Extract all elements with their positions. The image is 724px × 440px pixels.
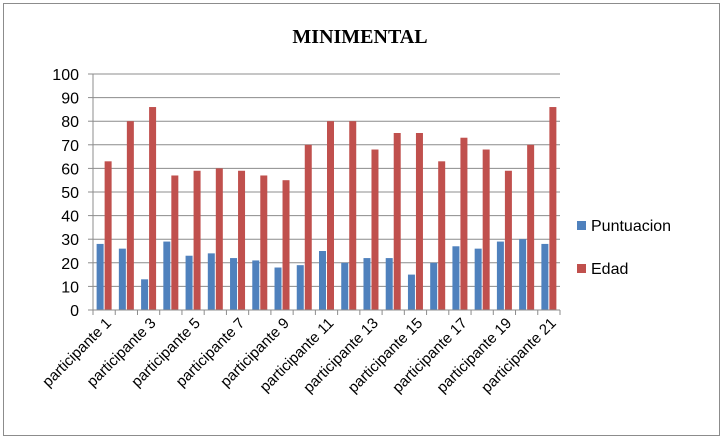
bar-edad-2 bbox=[126, 121, 134, 310]
bar-edad-9 bbox=[282, 180, 290, 310]
bar-edad-7 bbox=[238, 170, 246, 310]
bar-edad-21 bbox=[549, 107, 557, 310]
bar-puntuacion-5 bbox=[185, 255, 193, 310]
y-axis: 0 10 20 30 40 50 60 70 80 90 100 bbox=[52, 67, 94, 320]
y-tick-label: 50 bbox=[61, 185, 79, 202]
bar-edad-1 bbox=[104, 161, 112, 310]
bar-puntuacion-17 bbox=[452, 246, 460, 310]
bar-edad-18 bbox=[482, 149, 490, 310]
y-tick-label: 20 bbox=[61, 256, 79, 273]
bar-puntuacion-21 bbox=[541, 243, 549, 310]
bar-puntuacion-1 bbox=[96, 243, 104, 310]
legend-label-puntuacion: Puntuacion bbox=[591, 218, 671, 235]
bar-puntuacion-3 bbox=[141, 279, 149, 310]
bar-puntuacion-6 bbox=[207, 253, 215, 310]
chart-frame bbox=[3, 3, 720, 436]
bar-edad-20 bbox=[527, 144, 535, 310]
bar-puntuacion-7 bbox=[230, 258, 238, 310]
legend-label-edad: Edad bbox=[591, 261, 628, 278]
bar-edad-16 bbox=[438, 161, 446, 310]
bar-puntuacion-19 bbox=[496, 241, 504, 310]
bar-puntuacion-9 bbox=[274, 267, 282, 310]
y-tick-label: 30 bbox=[61, 232, 79, 249]
y-tick-label: 80 bbox=[61, 114, 79, 131]
bar-edad-17 bbox=[460, 137, 468, 310]
bar-puntuacion-11 bbox=[319, 251, 326, 310]
legend: Puntuacion Edad bbox=[577, 218, 671, 278]
bar-puntuacion-15 bbox=[407, 274, 415, 310]
legend-swatch-edad bbox=[577, 264, 586, 273]
y-tick-label: 100 bbox=[52, 67, 79, 84]
bar-edad-8 bbox=[260, 175, 268, 310]
y-tick-label: 10 bbox=[61, 279, 79, 296]
bars bbox=[96, 107, 557, 310]
legend-swatch-puntuacion bbox=[577, 221, 586, 230]
bar-puntuacion-20 bbox=[519, 239, 527, 310]
y-tick-label: 90 bbox=[61, 91, 79, 108]
bar-puntuacion-13 bbox=[363, 258, 371, 310]
bar-puntuacion-14 bbox=[385, 258, 393, 310]
bar-edad-14 bbox=[393, 133, 401, 310]
bar-puntuacion-2 bbox=[118, 248, 126, 310]
bar-edad-15 bbox=[415, 133, 423, 310]
bar-edad-4 bbox=[171, 175, 179, 310]
bar-edad-10 bbox=[304, 144, 312, 310]
bar-edad-3 bbox=[149, 107, 157, 310]
y-tick-label: 40 bbox=[61, 209, 79, 226]
bar-edad-13 bbox=[371, 149, 379, 310]
bar-puntuacion-12 bbox=[341, 262, 349, 310]
bar-edad-11 bbox=[327, 121, 334, 310]
bar-puntuacion-18 bbox=[474, 248, 482, 310]
bar-edad-19 bbox=[504, 170, 512, 310]
bar-puntuacion-16 bbox=[430, 262, 438, 310]
y-tick-label: 70 bbox=[61, 138, 79, 155]
bar-edad-5 bbox=[193, 170, 201, 310]
gridlines bbox=[93, 73, 560, 311]
y-tick-label: 0 bbox=[70, 303, 79, 320]
chart-title: MINIMENTAL bbox=[292, 26, 427, 48]
bar-puntuacion-10 bbox=[296, 265, 304, 310]
y-tick-label: 60 bbox=[61, 161, 79, 178]
bar-edad-6 bbox=[215, 168, 223, 310]
bar-puntuacion-4 bbox=[163, 241, 171, 310]
bar-puntuacion-8 bbox=[252, 260, 260, 310]
bar-edad-12 bbox=[349, 121, 357, 310]
